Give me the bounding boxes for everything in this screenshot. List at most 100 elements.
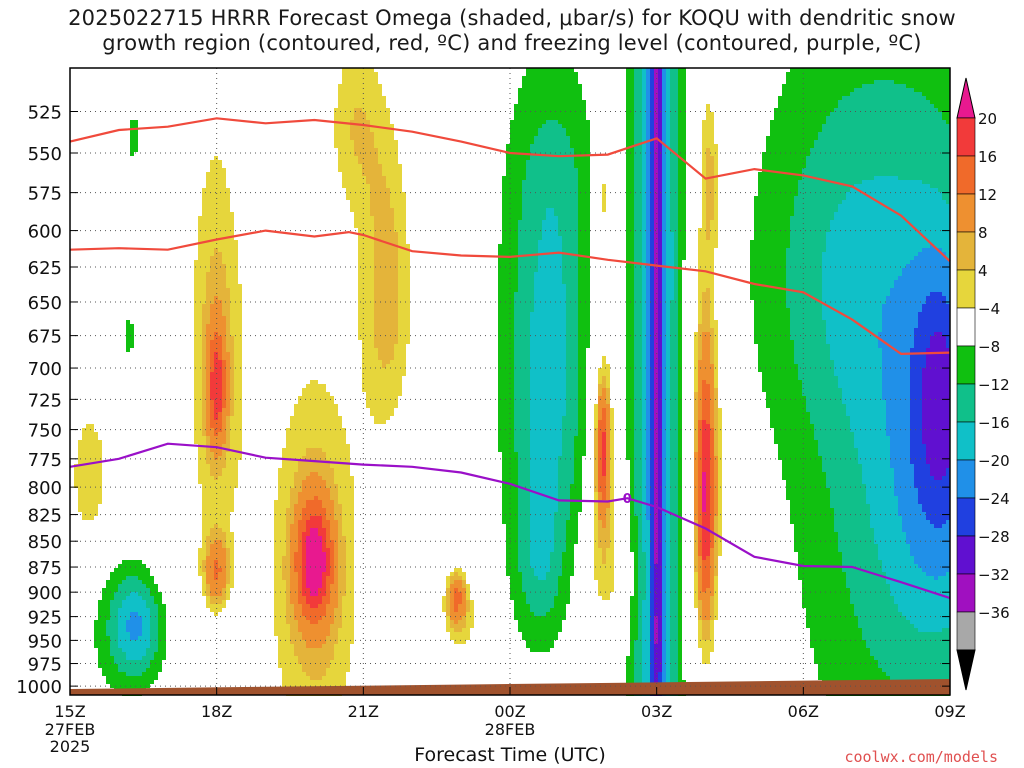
omega-cell xyxy=(350,512,354,516)
omega-cell xyxy=(334,436,338,440)
omega-cell xyxy=(142,584,146,588)
omega-cell xyxy=(382,236,386,240)
omega-cell xyxy=(514,132,518,136)
omega-cell xyxy=(90,440,94,444)
omega-cell xyxy=(330,504,334,508)
omega-cell xyxy=(218,596,222,600)
omega-cell xyxy=(106,628,110,632)
omega-cell xyxy=(322,532,326,536)
omega-cell xyxy=(342,488,346,492)
omega-cell xyxy=(134,664,138,668)
omega-cell xyxy=(226,256,230,260)
omega-cell xyxy=(282,516,286,520)
omega-cell xyxy=(122,684,126,688)
omega-cell xyxy=(358,136,362,140)
omega-cell xyxy=(470,612,474,616)
omega-cell xyxy=(326,580,330,584)
omega-cell xyxy=(290,508,294,512)
omega-cell xyxy=(498,260,502,264)
omega-cell xyxy=(198,244,202,248)
omega-cell xyxy=(94,444,98,448)
omega-cell xyxy=(522,128,526,132)
omega-cell xyxy=(130,148,134,152)
omega-cell xyxy=(510,312,514,316)
omega-cell xyxy=(306,596,310,600)
omega-cell xyxy=(378,152,382,156)
omega-cell xyxy=(374,416,378,420)
omega-cell xyxy=(206,420,210,424)
omega-cell xyxy=(290,444,294,448)
omega-cell xyxy=(502,228,506,232)
omega-cell xyxy=(202,448,206,452)
omega-cell xyxy=(502,344,506,348)
omega-cell xyxy=(234,368,238,372)
omega-cell xyxy=(306,588,310,592)
omega-cell xyxy=(154,616,158,620)
omega-cell xyxy=(518,292,522,296)
omega-cell xyxy=(330,516,334,520)
omega-cell xyxy=(374,328,378,332)
omega-cell xyxy=(514,524,518,528)
omega-cell xyxy=(362,388,366,392)
omega-cell xyxy=(398,368,402,372)
omega-cell xyxy=(386,396,390,400)
omega-cell xyxy=(298,652,302,656)
omega-cell xyxy=(506,432,510,436)
omega-cell xyxy=(114,580,118,584)
omega-cell xyxy=(226,212,230,216)
omega-cell xyxy=(330,564,334,568)
omega-cell xyxy=(314,652,318,656)
omega-cell xyxy=(274,584,278,588)
omega-cell xyxy=(350,84,354,88)
omega-cell xyxy=(374,300,378,304)
omega-cell xyxy=(394,144,398,148)
omega-cell xyxy=(358,156,362,160)
omega-cell xyxy=(358,124,362,128)
omega-cell xyxy=(518,140,522,144)
omega-cell xyxy=(318,584,322,588)
omega-cell xyxy=(378,160,382,164)
omega-cell xyxy=(518,276,522,280)
omega-cell xyxy=(114,656,118,660)
omega-cell xyxy=(214,580,218,584)
omega-cell xyxy=(378,212,382,216)
omega-cell xyxy=(518,376,522,380)
omega-cell xyxy=(314,544,318,548)
omega-cell xyxy=(518,344,522,348)
omega-cell xyxy=(342,172,346,176)
omega-cell xyxy=(298,432,302,436)
omega-cell xyxy=(342,100,346,104)
omega-cell xyxy=(214,220,218,224)
omega-cell xyxy=(342,608,346,612)
omega-cell xyxy=(322,576,326,580)
omega-cell xyxy=(310,652,314,656)
omega-cell xyxy=(322,388,326,392)
omega-cell xyxy=(394,384,398,388)
omega-cell xyxy=(342,124,346,128)
omega-cell xyxy=(514,368,518,372)
omega-cell xyxy=(210,276,214,280)
omega-cell xyxy=(86,476,90,480)
omega-cell xyxy=(502,484,506,488)
omega-cell xyxy=(206,536,210,540)
omega-cell xyxy=(394,212,398,216)
omega-cell xyxy=(362,328,366,332)
omega-cell xyxy=(362,284,366,288)
omega-cell xyxy=(334,452,338,456)
omega-cell xyxy=(314,484,318,488)
omega-cell xyxy=(238,384,242,388)
omega-cell xyxy=(274,532,278,536)
omega-cell xyxy=(102,608,106,612)
omega-cell xyxy=(402,264,406,268)
omega-cell xyxy=(122,680,126,684)
omega-cell xyxy=(510,276,514,280)
omega-cell xyxy=(326,392,330,396)
omega-cell xyxy=(358,180,362,184)
omega-cell xyxy=(334,520,338,524)
omega-cell xyxy=(146,656,150,660)
omega-cell xyxy=(466,592,470,596)
omega-cell xyxy=(118,664,122,668)
omega-cell xyxy=(406,340,410,344)
omega-cell xyxy=(342,616,346,620)
omega-cell xyxy=(334,540,338,544)
